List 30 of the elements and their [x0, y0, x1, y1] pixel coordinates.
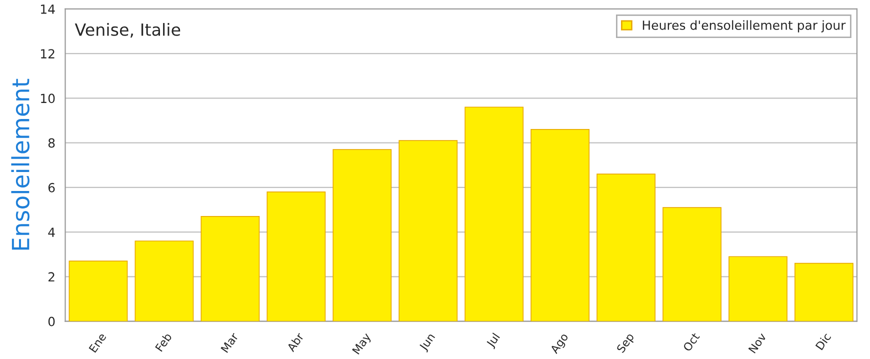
x-tick-label: Oct	[682, 332, 700, 352]
bar	[662, 207, 722, 322]
x-tick-label: Jun	[418, 332, 437, 353]
y-tick-label: 8	[48, 138, 55, 148]
y-tick-label: 6	[48, 182, 55, 192]
y-tick-label: 14	[40, 4, 55, 14]
y-tick-label: 10	[40, 94, 55, 104]
bar	[530, 129, 590, 322]
bar	[134, 240, 194, 322]
x-tick-label: Dic	[815, 332, 832, 350]
bar	[398, 140, 458, 322]
bar	[68, 260, 128, 322]
x-tick-label: Jul	[486, 332, 502, 350]
bar	[596, 174, 656, 322]
y-axis-title: Ensoleillement	[11, 78, 30, 250]
bar	[464, 106, 524, 322]
bar	[794, 262, 854, 322]
x-tick-label: Sep	[616, 332, 636, 354]
x-tick-label: Feb	[154, 332, 172, 352]
bar	[332, 149, 392, 322]
bar	[266, 191, 326, 322]
legend-label: Heures d'ensoleillement par jour	[642, 20, 846, 32]
y-tick-label: 4	[48, 228, 55, 237]
y-tick-label: 2	[48, 272, 54, 282]
y-tick-label: 0	[48, 316, 55, 326]
x-tick-label: Ene	[88, 332, 107, 353]
text: Venise, Italie	[74, 23, 180, 38]
bar	[728, 256, 788, 322]
bar	[200, 216, 260, 322]
y-tick-label: 12	[40, 49, 54, 58]
